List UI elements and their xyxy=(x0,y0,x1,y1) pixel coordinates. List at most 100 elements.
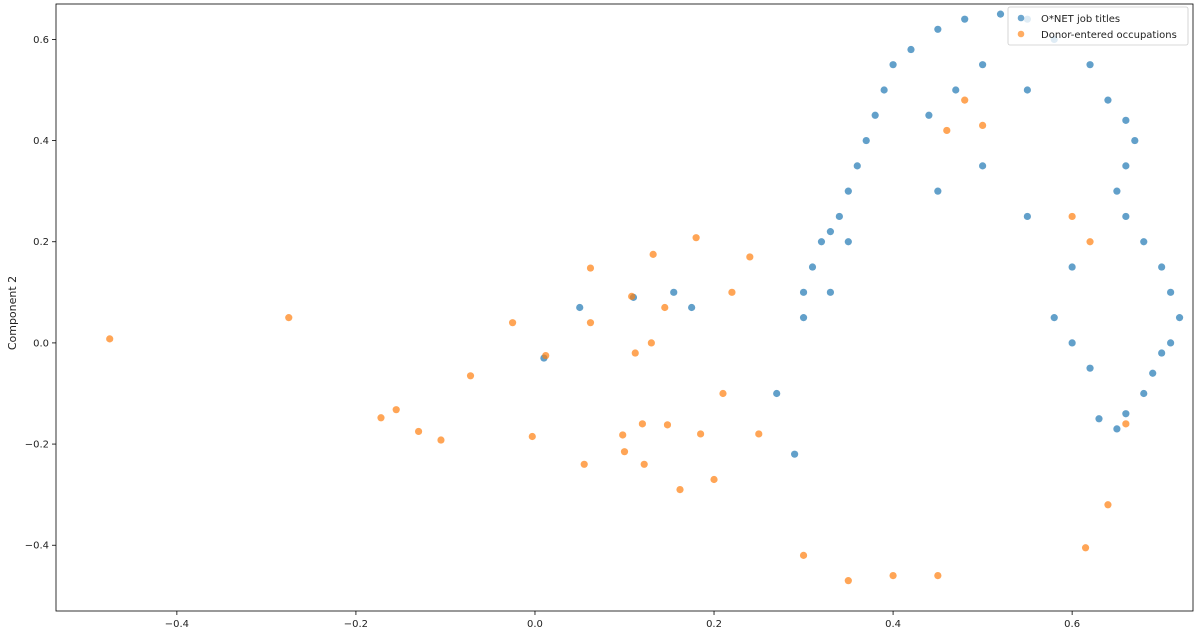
scatter-point xyxy=(508,319,517,327)
scatter-point xyxy=(889,571,897,580)
x-axis: −0.4 −0.2 0.0 0.2 0.4 0.6 xyxy=(165,611,1080,630)
legend-marker-onet xyxy=(1017,14,1025,22)
scatter-point xyxy=(952,86,960,94)
scatter-point xyxy=(961,15,969,23)
scatter-point xyxy=(576,303,584,312)
x-tick-label: 0.2 xyxy=(706,619,722,630)
scatter-point xyxy=(392,406,400,414)
scatter-point xyxy=(640,460,648,468)
scatter-point xyxy=(880,86,888,94)
scatter-point xyxy=(528,432,536,441)
scatter-point xyxy=(377,414,385,422)
x-tick-label: −0.2 xyxy=(344,619,368,630)
scatter-point xyxy=(826,228,835,236)
scatter-point xyxy=(619,431,627,439)
y-tick-label: −0.2 xyxy=(25,440,49,451)
scatter-point xyxy=(1104,96,1112,104)
scatter-point xyxy=(826,288,835,296)
scatter-point xyxy=(1068,212,1076,221)
scatter-point xyxy=(728,288,736,296)
scatter-point xyxy=(670,288,678,296)
y-tick-label: 0.4 xyxy=(33,136,49,147)
scatter-point xyxy=(1104,501,1112,509)
scatter-point xyxy=(1140,238,1148,246)
scatter-point xyxy=(1167,339,1175,347)
scatter-point xyxy=(628,292,636,300)
scatter-point xyxy=(1122,212,1130,221)
scatter-point xyxy=(719,389,727,398)
scatter-point xyxy=(1140,389,1148,398)
scatter-point xyxy=(1175,314,1184,322)
scatter-point xyxy=(934,187,942,195)
scatter-point xyxy=(871,111,879,119)
scatter-point xyxy=(979,121,987,129)
scatter-point xyxy=(791,450,799,458)
scatter-point xyxy=(586,264,595,272)
scatter-point xyxy=(1050,314,1058,322)
scatter-point xyxy=(1122,420,1130,428)
scatter-point xyxy=(799,551,808,559)
scatter-point xyxy=(1068,339,1076,347)
y-axis-label: Component 2 xyxy=(6,276,19,350)
y-tick-label: 0.6 xyxy=(33,35,49,46)
scatter-point xyxy=(688,303,696,312)
scatter-point xyxy=(1149,369,1157,377)
scatter-point xyxy=(106,335,114,343)
plot-area xyxy=(56,4,1193,611)
scatter-point xyxy=(663,421,672,429)
scatter-point xyxy=(844,187,852,195)
scatter-point xyxy=(647,339,655,347)
scatter-point xyxy=(414,427,423,436)
scatter-point xyxy=(844,238,852,246)
scatter-point xyxy=(1095,415,1103,423)
scatter-point xyxy=(835,212,843,221)
scatter-point xyxy=(979,61,987,69)
scatter-point xyxy=(755,430,763,438)
scatter-point xyxy=(996,10,1005,18)
series-donor-entered-occupations xyxy=(106,96,1130,585)
y-tick-label: −0.4 xyxy=(25,541,49,552)
scatter-point xyxy=(649,250,657,258)
scatter-point xyxy=(580,460,588,468)
scatter-point xyxy=(799,288,808,296)
scatter-point xyxy=(934,571,942,580)
scatter-point xyxy=(934,25,942,33)
scatter-point xyxy=(542,351,550,360)
scatter-point xyxy=(808,263,817,271)
scatter-point xyxy=(979,162,987,170)
legend-marker-donor xyxy=(1017,30,1025,38)
scatter-point xyxy=(961,96,969,104)
scatter-point xyxy=(661,303,669,312)
scatter-point xyxy=(817,238,826,246)
scatter-point xyxy=(1122,162,1130,170)
x-tick-label: 0.6 xyxy=(1064,619,1080,630)
scatter-point xyxy=(1158,349,1166,357)
scatter-point xyxy=(638,420,647,428)
scatter-point xyxy=(773,389,781,398)
scatter-point xyxy=(620,448,629,456)
legend-frame xyxy=(1007,6,1189,46)
scatter-point xyxy=(1122,116,1130,124)
scatter-point xyxy=(1068,263,1076,271)
scatter-point xyxy=(943,126,951,135)
scatter-point xyxy=(1023,86,1031,94)
scatter-point xyxy=(1113,187,1121,195)
scatter-point xyxy=(1131,136,1139,145)
scatter-point xyxy=(1081,544,1090,552)
x-tick-label: 0.4 xyxy=(885,619,901,630)
scatter-point xyxy=(1122,410,1130,418)
y-axis: −0.4 −0.2 0.0 0.2 0.4 0.6 xyxy=(25,35,56,552)
scatter-point xyxy=(889,61,897,69)
scatter-point xyxy=(437,436,445,444)
scatter-point xyxy=(1158,263,1166,271)
scatter-point xyxy=(586,319,595,327)
scatter-point xyxy=(1086,238,1094,246)
scatter-point xyxy=(925,111,933,119)
y-tick-label: 0.2 xyxy=(33,237,49,248)
plot-frame xyxy=(55,3,1194,612)
scatter-point xyxy=(853,162,861,170)
scatter-point xyxy=(799,314,808,322)
scatter-point xyxy=(692,234,700,242)
scatter-point xyxy=(631,349,639,357)
